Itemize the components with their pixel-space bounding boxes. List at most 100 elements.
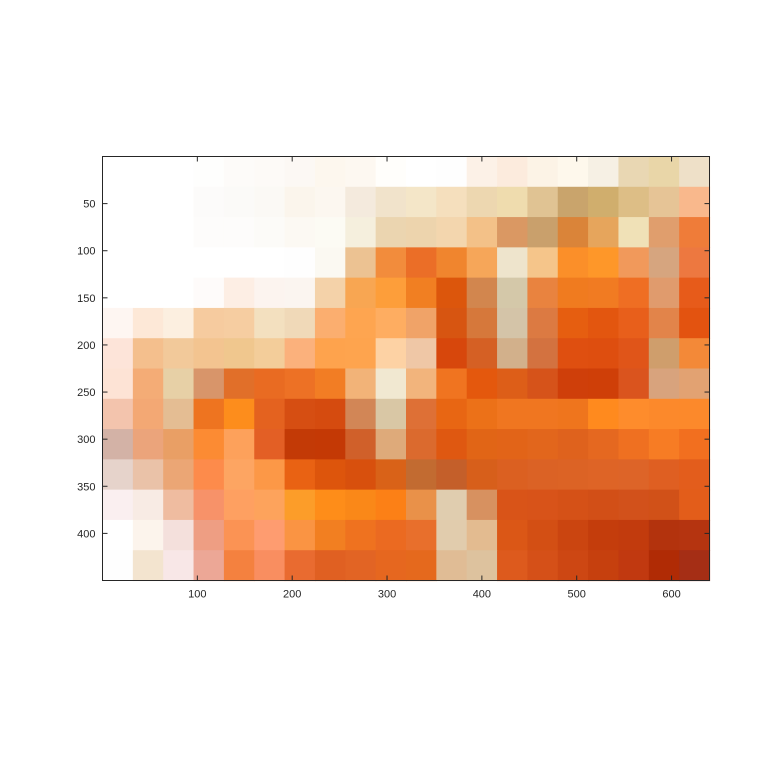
heatmap-cell [345, 156, 377, 188]
heatmap-cell [254, 429, 286, 460]
heatmap-cell [314, 429, 346, 460]
heatmap-cell [557, 519, 589, 551]
heatmap-cell [223, 550, 255, 582]
heatmap-cell [375, 156, 407, 188]
heatmap-cell [132, 307, 164, 339]
heatmap-cell [193, 217, 225, 248]
heatmap-cell [223, 247, 255, 279]
heatmap-cell [132, 459, 164, 491]
heatmap-cell [223, 398, 255, 430]
heatmap-cell [375, 519, 407, 551]
heatmap-cell [132, 338, 164, 370]
heatmap-cell [679, 459, 711, 491]
heatmap-cell [163, 217, 195, 248]
heatmap-cell [618, 247, 650, 279]
heatmap-cell [618, 217, 650, 248]
heatmap-cell [436, 398, 468, 430]
heatmap-cell [102, 489, 134, 521]
heatmap-cell [132, 217, 164, 248]
heatmap-cell [284, 519, 316, 551]
heatmap-cell [314, 368, 346, 400]
heatmap-cell [679, 368, 711, 400]
heatmap-cell [132, 489, 164, 521]
heatmap-cell [223, 489, 255, 521]
heatmap-cell [648, 247, 680, 279]
heatmap-cell [466, 277, 498, 309]
heatmap-cell [557, 489, 589, 521]
heatmap-cell [466, 217, 498, 248]
heatmap-cell [345, 186, 377, 218]
heatmap-cell [648, 519, 680, 551]
heatmap-cell [375, 307, 407, 339]
heatmap-cell [314, 550, 346, 582]
heatmap-cell [466, 519, 498, 551]
heatmap-cell [375, 550, 407, 582]
heatmap-cell [588, 307, 620, 339]
y-tick-label: 100 [77, 246, 95, 258]
heatmap-cell [618, 550, 650, 582]
heatmap-cell [345, 489, 377, 521]
heatmap-cell [163, 186, 195, 218]
x-tick-label: 100 [188, 589, 206, 601]
heatmap-cell [406, 550, 437, 582]
heatmap-cell [193, 519, 225, 551]
heatmap-cell [406, 368, 437, 400]
heatmap-cell [466, 489, 498, 521]
heatmap-cell [436, 277, 468, 309]
heatmap-cell [284, 217, 316, 248]
heatmap-cell [193, 398, 225, 430]
heatmap-cell [497, 519, 528, 551]
heatmap-cell [618, 156, 650, 188]
heatmap-cell [314, 307, 346, 339]
heatmap-cell [284, 398, 316, 430]
heatmap-cell [648, 489, 680, 521]
heatmap-cell [466, 429, 498, 460]
heatmap-cell [557, 156, 589, 188]
heatmap-cell [497, 186, 528, 218]
heatmap-cell [406, 398, 437, 430]
heatmap-cell [679, 186, 711, 218]
heatmap-cell [466, 307, 498, 339]
axis-ticks [102, 156, 710, 581]
heatmap-cell [102, 307, 134, 339]
heatmap-cell [102, 550, 134, 582]
heatmap-cell [314, 489, 346, 521]
heatmap-cell [557, 338, 589, 370]
heatmap-cell [588, 368, 620, 400]
heatmap-cell [497, 368, 528, 400]
heatmap-cell [618, 277, 650, 309]
heatmap-cell [497, 398, 528, 430]
heatmap-cell [284, 186, 316, 218]
heatmap-cell [375, 247, 407, 279]
heatmap-cell [375, 217, 407, 248]
heatmap-cell [618, 398, 650, 430]
heatmap-cell [406, 489, 437, 521]
heatmap-cell [223, 156, 255, 188]
heatmap-cell [132, 186, 164, 218]
heatmap-cell [618, 489, 650, 521]
heatmap-cell [314, 519, 346, 551]
heatmap-cell [163, 156, 195, 188]
heatmap-cell [193, 429, 225, 460]
heatmap-cell [132, 398, 164, 430]
heatmap-cell [314, 459, 346, 491]
heatmap-cell [163, 459, 195, 491]
heatmap-cell [102, 368, 134, 400]
heatmap-cell [406, 307, 437, 339]
heatmap-cell [527, 247, 559, 279]
heatmap-cell [557, 398, 589, 430]
heatmap-cell [588, 156, 620, 188]
heatmap-cell [284, 489, 316, 521]
heatmap-cell [163, 307, 195, 339]
heatmap-cell [314, 338, 346, 370]
heatmap-cell [163, 338, 195, 370]
heatmap-cell [314, 277, 346, 309]
heatmap-cell [679, 338, 711, 370]
heatmap-cell [497, 277, 528, 309]
heatmap-cell [284, 368, 316, 400]
heatmap-cell [497, 156, 528, 188]
heatmap-cell [223, 217, 255, 248]
heatmap-cell [223, 277, 255, 309]
heatmap-cell [254, 156, 286, 188]
